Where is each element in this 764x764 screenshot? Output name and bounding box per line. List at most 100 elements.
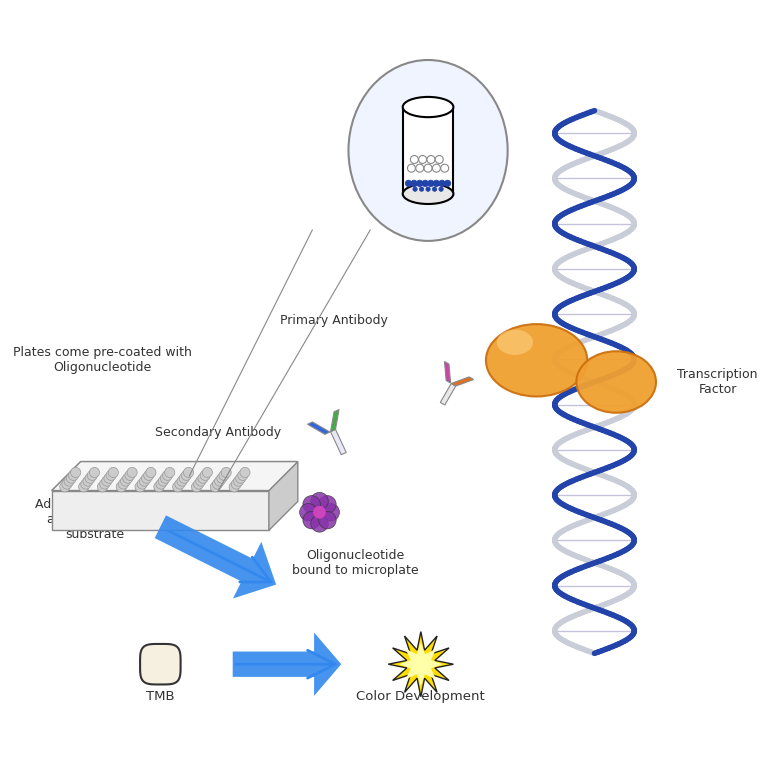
Circle shape [405,180,412,186]
Circle shape [303,496,320,513]
Circle shape [125,471,135,481]
Text: Transcription
Factor: Transcription Factor [677,368,758,396]
Circle shape [215,476,225,486]
Circle shape [416,164,424,172]
Circle shape [163,471,173,481]
Circle shape [81,479,91,489]
Circle shape [144,471,154,481]
Circle shape [177,476,187,486]
Circle shape [60,482,70,492]
Circle shape [419,156,426,163]
Ellipse shape [403,183,453,204]
Circle shape [116,482,126,492]
Circle shape [212,479,222,489]
Circle shape [79,482,89,492]
Text: Oligonucleotide
bound to microplate: Oligonucleotide bound to microplate [293,549,419,577]
Circle shape [234,476,244,486]
Polygon shape [331,410,339,432]
Circle shape [118,479,128,489]
Circle shape [175,479,185,489]
Polygon shape [388,632,453,697]
Circle shape [319,496,336,513]
Circle shape [311,492,329,510]
Circle shape [193,479,204,489]
Polygon shape [52,461,298,490]
Polygon shape [52,490,269,530]
Circle shape [217,473,227,484]
Text: TMB: TMB [146,690,175,704]
Circle shape [138,479,147,489]
Circle shape [64,476,74,486]
Circle shape [426,187,430,191]
Circle shape [156,479,166,489]
Circle shape [435,156,443,163]
Circle shape [210,482,220,492]
Circle shape [432,164,440,172]
Circle shape [313,506,326,519]
Circle shape [221,468,231,478]
Ellipse shape [486,324,588,397]
Circle shape [139,476,150,486]
Circle shape [428,180,434,186]
Circle shape [108,468,118,478]
Circle shape [123,473,133,484]
Circle shape [441,164,448,172]
Circle shape [165,468,175,478]
Circle shape [158,476,168,486]
Circle shape [416,180,423,186]
Circle shape [141,473,151,484]
Circle shape [235,473,246,484]
Circle shape [229,482,239,492]
Circle shape [219,471,229,481]
Circle shape [410,156,419,163]
Circle shape [181,471,192,481]
Circle shape [87,471,97,481]
Circle shape [432,187,437,191]
Ellipse shape [497,329,533,354]
Polygon shape [140,644,180,685]
Polygon shape [440,384,455,405]
Polygon shape [154,516,276,598]
Circle shape [121,476,131,486]
Circle shape [196,476,206,486]
Text: HRP: HRP [235,513,260,526]
Circle shape [439,180,445,186]
Text: Plates come pre-coated with
Oligonucleotide: Plates come pre-coated with Oligonucleot… [13,346,192,374]
Polygon shape [331,429,346,455]
Polygon shape [399,643,442,686]
Circle shape [85,473,96,484]
Circle shape [146,468,156,478]
Circle shape [240,468,250,478]
Circle shape [69,471,79,481]
Circle shape [106,471,116,481]
Circle shape [89,468,99,478]
Ellipse shape [348,60,507,241]
Polygon shape [269,461,298,530]
Polygon shape [452,377,474,386]
Circle shape [66,473,76,484]
Circle shape [422,180,429,186]
Circle shape [319,511,336,529]
Circle shape [198,473,208,484]
Circle shape [104,473,114,484]
Circle shape [238,471,248,481]
Circle shape [160,473,170,484]
Circle shape [83,476,93,486]
Circle shape [183,468,193,478]
Polygon shape [445,361,451,383]
Ellipse shape [403,97,453,117]
Circle shape [411,180,417,186]
Circle shape [200,471,210,481]
Circle shape [179,473,189,484]
Circle shape [311,515,329,533]
Circle shape [413,187,417,191]
Text: Addition of sample,
antibodies, and
substrate: Addition of sample, antibodies, and subs… [34,498,156,541]
Circle shape [427,156,435,163]
Circle shape [231,479,241,489]
Circle shape [322,503,339,521]
Polygon shape [233,633,342,696]
Circle shape [445,180,451,186]
Circle shape [127,468,138,478]
Circle shape [99,479,110,489]
Circle shape [433,180,439,186]
